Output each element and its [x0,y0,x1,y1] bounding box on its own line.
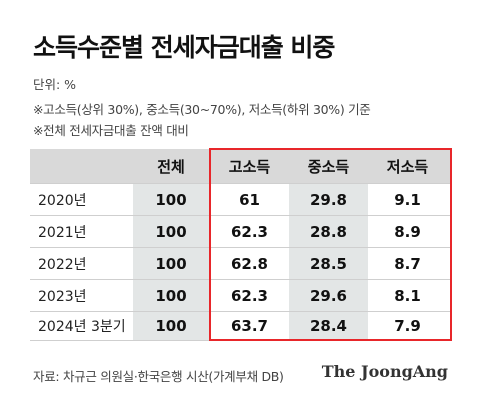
cell-low-income: 8.1 [394,286,421,305]
cell-low-income: 7.9 [394,317,421,335]
header-total: 전체 [157,157,185,176]
table-row: 2020년 100 61 29.8 9.1 [30,183,451,215]
cell-total: 100 [155,254,187,273]
header-high-income: 고소득 [228,157,271,176]
page-title: 소득수준별 전세자금대출 비중 [33,33,335,62]
header-blank [38,149,138,183]
table-row: 2023년 100 62.3 29.6 8.1 [30,279,451,311]
table-row: 2021년 100 62.3 28.8 8.9 [30,215,451,247]
cell-low-income: 8.9 [394,222,421,241]
header-middle-income: 중소득 [307,157,350,176]
table-row: 2024년 3분기 100 63.7 28.4 7.9 [30,311,451,341]
cell-high-income: 63.7 [230,317,268,335]
cell-total: 100 [155,286,187,305]
cell-high-income: 62.8 [230,254,268,273]
table-row: 2022년 100 62.8 28.5 8.7 [30,247,451,279]
cell-total: 100 [155,222,187,241]
publisher-logo: The JoongAng [321,362,448,381]
cell-high-income: 62.3 [230,286,268,305]
row-year: 2020년 [38,192,87,209]
table-header-row: 전체 고소득 중소득 저소득 [30,149,451,183]
source-note: 자료: 차규근 의원실·한국은행 시산(가계부채 DB) [33,369,284,384]
row-year: 2023년 [38,288,87,305]
note-basis: ※전체 전세자금대출 잔액 대비 [33,123,189,138]
header-low-income: 저소득 [386,157,429,176]
cell-high-income: 62.3 [230,222,268,241]
row-year: 2024년 3분기 [38,319,126,335]
cell-total: 100 [155,190,187,209]
note-criteria: ※고소득(상위 30%), 중소득(30~70%), 저소득(하위 30%) 기… [33,102,371,117]
cell-middle-income: 28.8 [309,222,347,241]
cell-middle-income: 29.8 [309,190,347,209]
cell-high-income: 61 [239,190,260,209]
row-year: 2021년 [38,224,87,241]
cell-middle-income: 28.4 [309,317,347,335]
unit-label: 단위: % [33,77,77,92]
cell-middle-income: 28.5 [309,254,347,273]
cell-total: 100 [155,317,187,335]
loan-share-table: 전체 고소득 중소득 저소득 2020년 100 61 29.8 9.1 202… [30,149,451,341]
cell-low-income: 8.7 [394,254,421,273]
row-year: 2022년 [38,256,87,273]
cell-low-income: 9.1 [394,190,421,209]
cell-middle-income: 29.6 [309,286,347,305]
